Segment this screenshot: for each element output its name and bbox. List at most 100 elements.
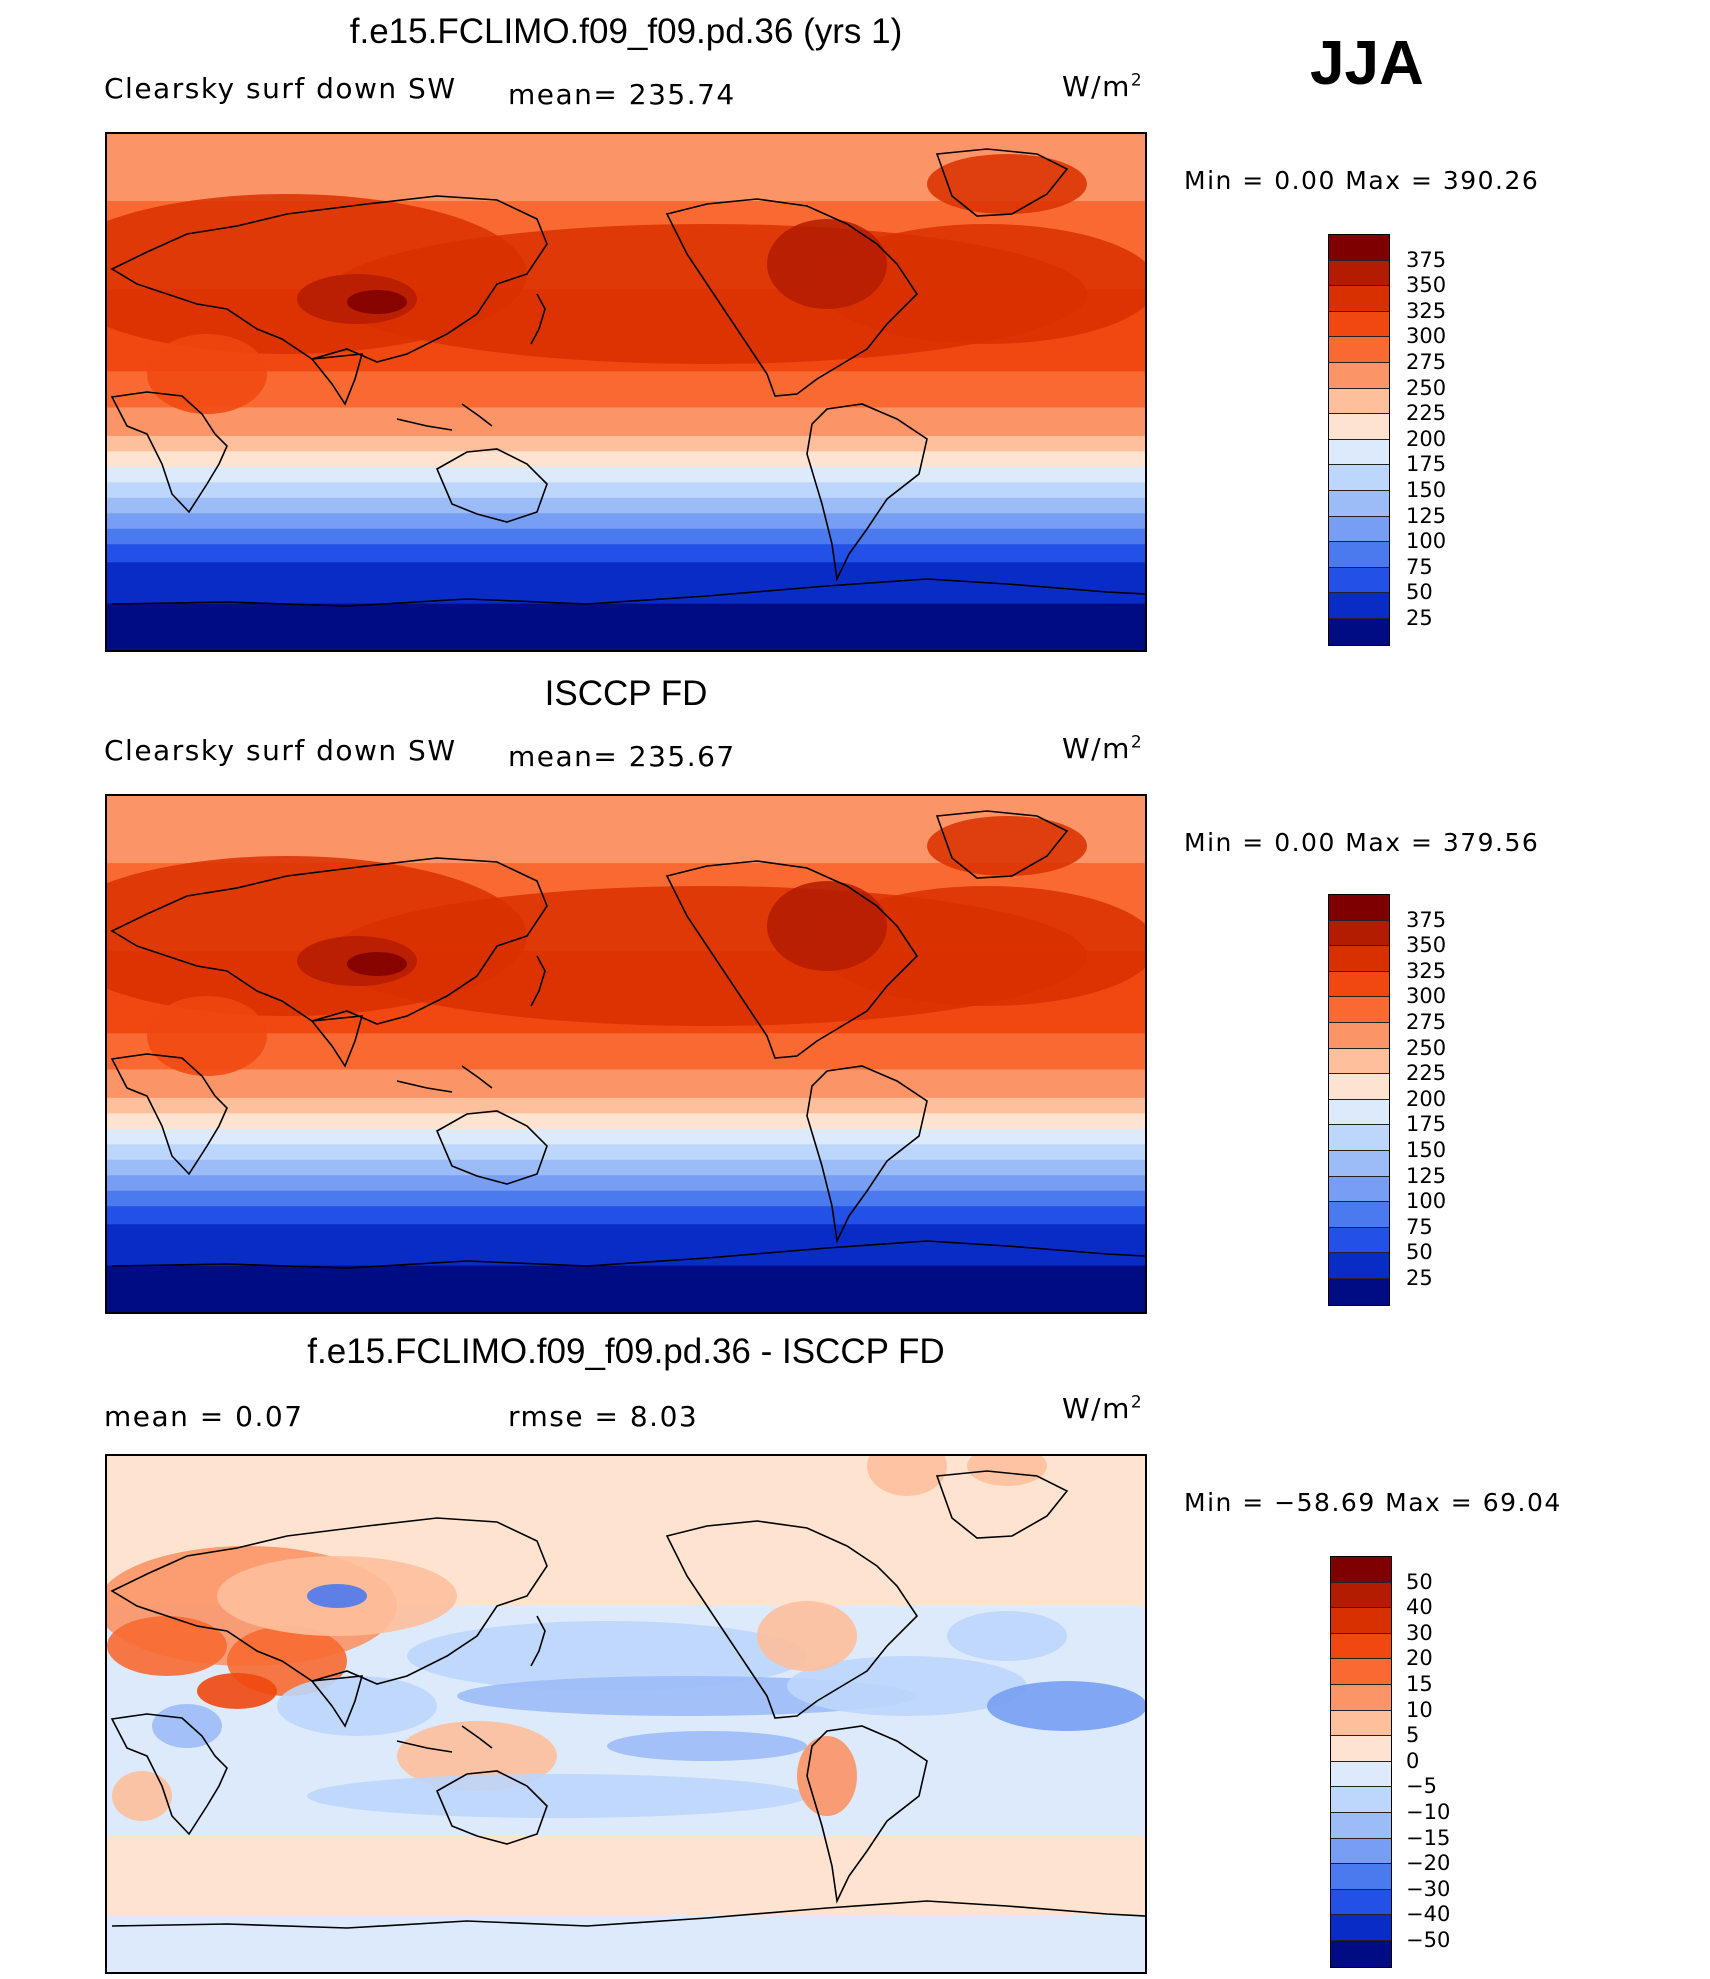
coastline xyxy=(461,1065,493,1089)
map-feature xyxy=(757,1601,857,1671)
coastline xyxy=(665,1520,919,1719)
map-feature xyxy=(307,1584,367,1608)
coastline xyxy=(396,418,453,431)
coastline xyxy=(806,1065,928,1244)
panel1-minmax: Min = 0.00 Max = 390.26 xyxy=(1184,166,1540,195)
colorbar-tick-label: 50 xyxy=(1406,1569,1433,1594)
colorbar-swatch xyxy=(1329,1022,1389,1049)
colorbar-tick-label: 50 xyxy=(1406,1240,1433,1265)
map-band xyxy=(107,1033,1145,1071)
colorbar-tick-label: 10 xyxy=(1406,1697,1433,1722)
map-feature xyxy=(147,334,267,414)
colorbar-swatch xyxy=(1329,311,1389,338)
map-band xyxy=(107,513,1145,530)
colorbar-tick-label: 5 xyxy=(1406,1723,1420,1748)
map-feature xyxy=(817,886,1145,1006)
map-band xyxy=(107,1206,1145,1226)
colorbar-swatch xyxy=(1329,414,1389,440)
colorbar-tick-label: 25 xyxy=(1406,606,1433,630)
colorbar-tick-label: 100 xyxy=(1406,529,1447,554)
panel3-map-svg xyxy=(107,1456,1145,1972)
colorbar-tick-label: 25 xyxy=(1406,1266,1433,1290)
coastline xyxy=(665,198,919,397)
colorbar-swatch xyxy=(1329,490,1389,517)
colorbar-tick-label: 300 xyxy=(1406,984,1447,1009)
coastline xyxy=(110,1713,228,1836)
map-band xyxy=(107,1144,1145,1161)
colorbar-swatch xyxy=(1331,1684,1391,1711)
coastline xyxy=(310,1675,364,1728)
colorbar-swatch xyxy=(1329,542,1389,568)
panel3-title: f.e15.FCLIMO.f09_f09.pd.36 - ISCCP FD xyxy=(307,1332,945,1371)
coastline xyxy=(806,403,928,582)
coastline xyxy=(435,1770,548,1845)
colorbar-swatch xyxy=(1329,1074,1389,1100)
map-band xyxy=(107,435,1145,453)
panel3-minmax: Min = −58.69 Max = 69.04 xyxy=(1184,1488,1562,1517)
colorbar-swatch xyxy=(1331,1659,1391,1685)
colorbar-swatch xyxy=(1329,235,1389,261)
colorbar-swatch xyxy=(1329,567,1389,594)
colorbar-swatch xyxy=(1329,1227,1389,1254)
map-feature xyxy=(197,1673,277,1709)
colorbar-tick-label: 350 xyxy=(1406,273,1447,298)
map-feature xyxy=(107,1616,227,1676)
coastline xyxy=(935,810,1069,879)
colorbar-tick-label: 175 xyxy=(1406,1112,1447,1137)
colorbar-swatch xyxy=(1331,1915,1391,1941)
coastline xyxy=(110,391,228,514)
map-band xyxy=(107,466,1145,484)
panel1-unit: W/m2 xyxy=(1062,70,1144,103)
panel1-mean: mean= 235.74 xyxy=(508,78,736,111)
colorbar-tick-label: 175 xyxy=(1406,452,1447,477)
map-feature xyxy=(817,224,1145,344)
colorbar-swatch xyxy=(1329,465,1389,491)
colorbar-swatch xyxy=(1331,1582,1391,1609)
colorbar-swatch xyxy=(1329,1125,1389,1151)
colorbar-tick-label: 125 xyxy=(1406,1163,1447,1188)
map-band xyxy=(107,482,1145,499)
coastline xyxy=(435,1110,548,1185)
colorbar-swatch xyxy=(1329,337,1389,363)
panel3-map xyxy=(105,1454,1147,1974)
colorbar-swatch xyxy=(1331,1889,1391,1916)
season-label: JJA xyxy=(1310,29,1424,98)
colorbar-tick-label: 50 xyxy=(1406,580,1433,605)
map-band xyxy=(107,1113,1145,1130)
colorbar-tick-label: 20 xyxy=(1406,1646,1433,1671)
colorbar-swatch xyxy=(1329,1048,1389,1075)
map-feature xyxy=(307,1774,807,1818)
map-band xyxy=(107,528,1145,546)
colorbar-swatch xyxy=(1329,286,1389,312)
coastline xyxy=(396,1080,453,1093)
panel1-map-svg xyxy=(107,134,1145,650)
colorbar-swatch xyxy=(1329,895,1389,921)
coastline xyxy=(310,353,364,406)
colorbar-swatch xyxy=(1331,1940,1391,1967)
map-band xyxy=(107,1069,1145,1099)
map-feature xyxy=(867,1456,947,1496)
coastline xyxy=(530,293,546,345)
colorbar-tick-label: 100 xyxy=(1406,1189,1447,1214)
colorbar-tick-label: 325 xyxy=(1406,958,1447,983)
colorbar-tick-label: 200 xyxy=(1406,426,1447,451)
colorbar-swatch xyxy=(1331,1812,1391,1839)
colorbar-tick-label: −10 xyxy=(1406,1800,1451,1824)
coastline xyxy=(310,1015,364,1068)
map-feature xyxy=(947,1611,1067,1661)
map-feature xyxy=(607,1731,807,1761)
map-band xyxy=(107,544,1145,564)
panel3-rmse: rmse = 8.03 xyxy=(508,1400,699,1433)
map-feature xyxy=(767,881,887,971)
map-feature xyxy=(277,1676,437,1736)
map-band xyxy=(107,497,1145,515)
panel1-variable: Clearsky surf down SW xyxy=(104,72,457,105)
colorbar-tick-label: 75 xyxy=(1406,554,1433,579)
map-feature xyxy=(112,1771,172,1821)
colorbar-tick-label: 250 xyxy=(1406,1035,1447,1060)
colorbar-swatch xyxy=(1329,260,1389,287)
coastline xyxy=(111,1900,1145,1929)
map-feature xyxy=(347,290,407,314)
colorbar-swatch xyxy=(1331,1710,1391,1737)
map-band xyxy=(107,371,1145,409)
